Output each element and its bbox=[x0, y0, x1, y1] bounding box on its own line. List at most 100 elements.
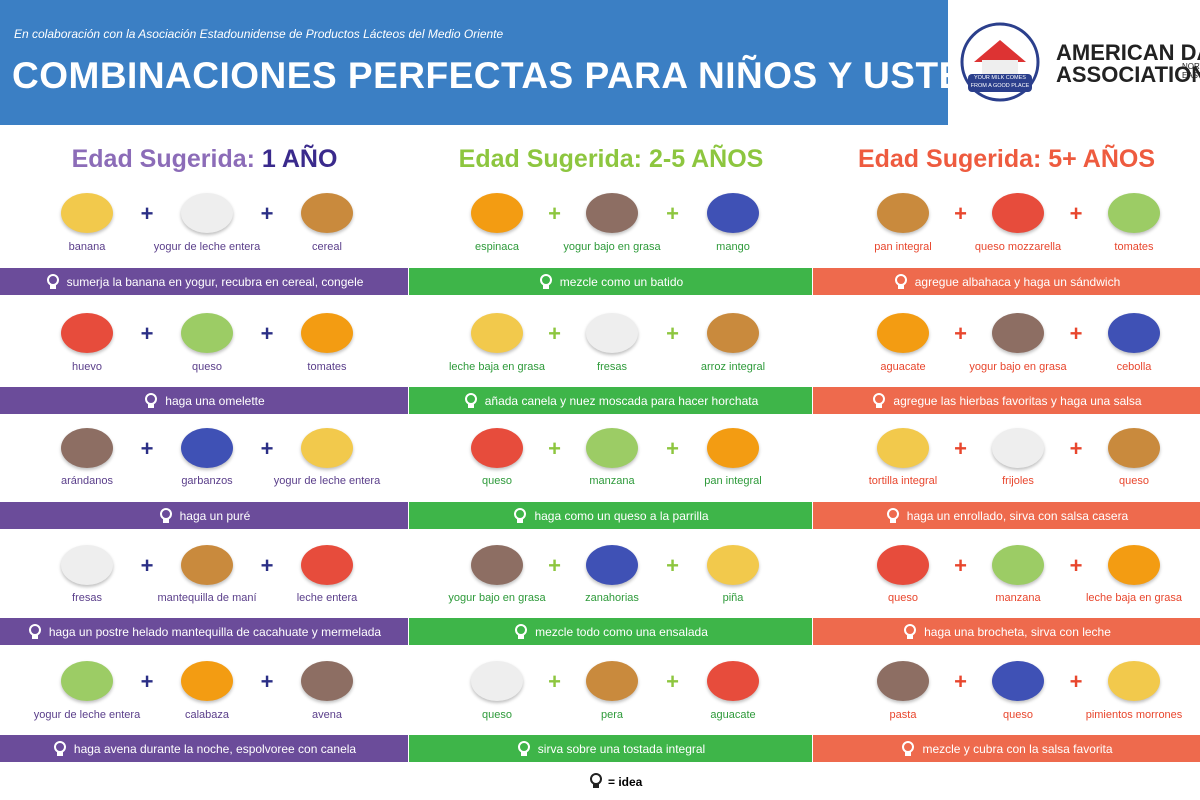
food-image bbox=[992, 193, 1044, 233]
food-name: pera bbox=[600, 709, 624, 721]
food-name: tortilla integral bbox=[868, 475, 938, 487]
food-name: fresas bbox=[597, 361, 627, 373]
idea-text: agregue las hierbas favoritas y haga una… bbox=[893, 393, 1142, 408]
food-image bbox=[1108, 428, 1160, 468]
logo-line2: ASSOCIATION bbox=[1056, 62, 1200, 87]
food-image bbox=[181, 545, 233, 585]
idea-text: haga un enrollado, sirva con salsa caser… bbox=[906, 508, 1129, 523]
food-image bbox=[586, 313, 638, 353]
food-image bbox=[586, 661, 638, 701]
food-name: tomates bbox=[307, 361, 347, 373]
food-image bbox=[181, 428, 233, 468]
idea-text: agregue albahaca y haga un sándwich bbox=[914, 274, 1121, 289]
idea-bar: haga un enrollado, sirva con salsa caser… bbox=[813, 502, 1200, 529]
food-name: yogur bajo en grasa bbox=[969, 361, 1067, 373]
idea-icon bbox=[539, 273, 552, 289]
heading-label: Edad Sugerida: bbox=[71, 145, 255, 173]
idea-icon bbox=[159, 507, 172, 523]
heading-age: 5+ AÑOS bbox=[1048, 145, 1156, 173]
legend-icon bbox=[590, 773, 602, 788]
plus-sign: + bbox=[1069, 553, 1083, 578]
plus-sign: + bbox=[548, 669, 561, 694]
food-name: manzana bbox=[589, 475, 635, 487]
plus-sign: + bbox=[666, 436, 679, 461]
column-heading: Edad Sugerida: 1 AÑO bbox=[0, 145, 409, 174]
idea-icon bbox=[517, 740, 530, 756]
food-name: queso bbox=[482, 475, 512, 487]
idea-text: haga como un queso a la parrilla bbox=[534, 508, 709, 523]
food-name: yogur de leche entera bbox=[153, 241, 261, 253]
idea-text: sirva sobre una tostada integral bbox=[537, 741, 706, 756]
logo-name: AMERICAN DAIRY ASSOCIATION bbox=[1056, 42, 1200, 86]
food-name: cebolla bbox=[1116, 361, 1152, 373]
idea-icon bbox=[873, 392, 886, 408]
food-image bbox=[707, 428, 759, 468]
food-name: arándanos bbox=[61, 475, 113, 487]
plus-sign: + bbox=[140, 436, 154, 461]
heading-label: Edad Sugerida: bbox=[857, 145, 1042, 173]
food-image bbox=[707, 313, 759, 353]
heading-age: 1 AÑO bbox=[261, 145, 338, 173]
idea-text: añada canela y nuez moscada para hacer h… bbox=[484, 393, 759, 408]
idea-text: mezcle y cubra con la salsa favorita bbox=[922, 741, 1113, 756]
food-image bbox=[471, 193, 523, 233]
idea-icon bbox=[894, 273, 907, 289]
food-image bbox=[992, 428, 1044, 468]
idea-bar: haga avena durante la noche, espolvoree … bbox=[0, 735, 408, 762]
idea-text: haga avena durante la noche, espolvoree … bbox=[73, 741, 357, 756]
food-name: manzana bbox=[995, 592, 1041, 604]
idea-icon bbox=[514, 507, 527, 523]
food-name: queso mozzarella bbox=[974, 241, 1062, 253]
food-image bbox=[471, 313, 523, 353]
logo-line1: AMERICAN DAIRY bbox=[1056, 40, 1200, 65]
food-image bbox=[992, 661, 1044, 701]
idea-icon bbox=[464, 392, 477, 408]
idea-bar: agregue albahaca y haga un sándwich bbox=[813, 268, 1200, 295]
idea-icon bbox=[145, 392, 158, 408]
food-name: mango bbox=[716, 241, 750, 253]
plus-sign: + bbox=[260, 553, 274, 578]
idea-text: sumerja la banana en yogur, recubra en c… bbox=[66, 274, 364, 289]
food-image bbox=[1108, 545, 1160, 585]
food-name: queso bbox=[1003, 709, 1033, 721]
idea-text: mezcle como un batido bbox=[559, 274, 684, 289]
logo-badge: YOUR MILK COMES FROM A GOOD PLACE bbox=[960, 22, 1040, 102]
food-name: pan integral bbox=[704, 475, 762, 487]
food-name: zanahorias bbox=[585, 592, 639, 604]
plus-sign: + bbox=[548, 436, 561, 461]
food-name: tomates bbox=[1114, 241, 1154, 253]
food-image bbox=[61, 428, 113, 468]
food-name: pan integral bbox=[874, 241, 932, 253]
food-image bbox=[1108, 193, 1160, 233]
legend-text: = idea bbox=[608, 775, 643, 789]
food-image bbox=[301, 193, 353, 233]
plus-sign: + bbox=[1069, 436, 1083, 461]
column-heading: Edad Sugerida: 5+ AÑOS bbox=[813, 145, 1200, 174]
food-name: yogur de leche entera bbox=[273, 475, 381, 487]
plus-sign: + bbox=[666, 321, 679, 346]
food-name: leche baja en grasa bbox=[448, 361, 545, 373]
food-name: cereal bbox=[312, 241, 342, 253]
food-name: arroz integral bbox=[700, 361, 766, 373]
food-image bbox=[471, 428, 523, 468]
idea-bar: mezcle y cubra con la salsa favorita bbox=[813, 735, 1200, 762]
plus-sign: + bbox=[1069, 201, 1083, 226]
idea-icon bbox=[902, 740, 915, 756]
idea-text: haga un puré bbox=[179, 508, 251, 523]
plus-sign: + bbox=[260, 669, 274, 694]
column-heading: Edad Sugerida: 2-5 AÑOS bbox=[409, 145, 813, 174]
plus-sign: + bbox=[548, 201, 561, 226]
title: COMBINACIONES PERFECTAS PARA NIÑOS Y UST… bbox=[12, 55, 991, 96]
idea-text: haga una omelette bbox=[165, 393, 265, 408]
food-image bbox=[1108, 313, 1160, 353]
food-image bbox=[877, 193, 929, 233]
plus-sign: + bbox=[954, 436, 967, 461]
food-name: yogur bajo en grasa bbox=[448, 592, 546, 604]
plus-sign: + bbox=[954, 669, 967, 694]
food-image bbox=[586, 545, 638, 585]
plus-sign: + bbox=[260, 436, 274, 461]
plus-sign: + bbox=[140, 669, 154, 694]
plus-sign: + bbox=[140, 321, 154, 346]
food-name: piña bbox=[722, 592, 744, 604]
